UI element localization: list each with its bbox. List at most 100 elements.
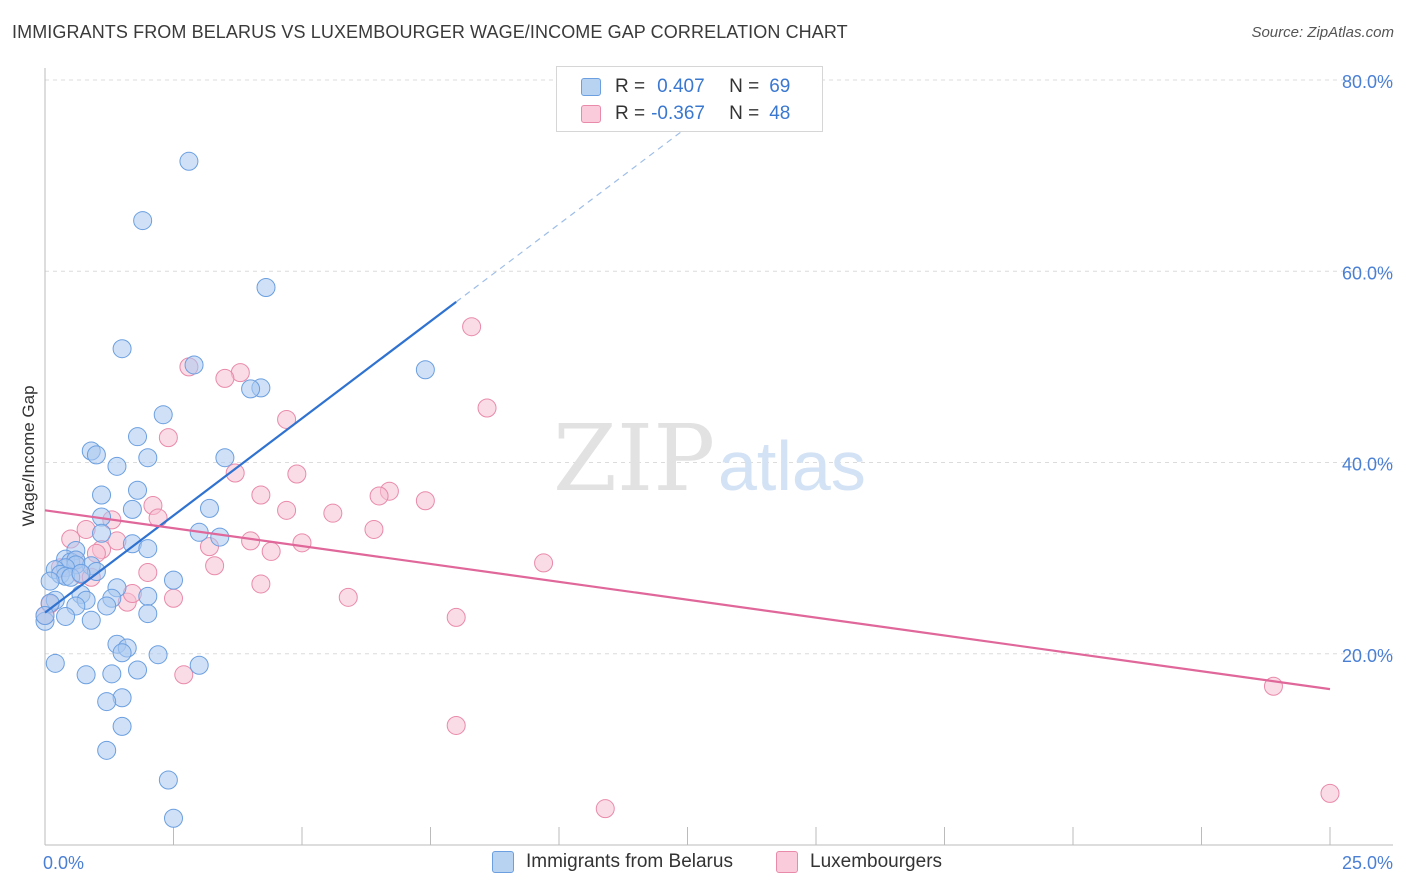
source-credit: Source: ZipAtlas.com (1251, 24, 1394, 41)
belarus-point (76, 665, 96, 685)
legend-label-belarus: Immigrants from Belarus (526, 851, 733, 872)
belarus-point (415, 360, 435, 380)
luxembourgers-point (277, 409, 297, 429)
luxembourgers-point (595, 799, 615, 819)
axes-layer: 20.0% 40.0% 60.0% 80.0% (44, 68, 1393, 846)
pink-swatch-icon (581, 105, 601, 123)
belarus-point (97, 596, 117, 616)
luxembourgers-point (225, 463, 245, 483)
belarus-point (179, 151, 199, 171)
belarus-point (153, 405, 173, 425)
belarus-point (81, 610, 101, 630)
belarus-point (164, 570, 183, 590)
luxembourgers-point (338, 587, 358, 607)
stats-row-luxembourgers: R = -0.367 N = 48 (557, 100, 790, 128)
belarus-trend-line (44, 300, 457, 614)
luxembourgers-trend-line (44, 509, 1331, 691)
belarus-trend-extension (455, 87, 740, 303)
luxembourgers-point (251, 574, 271, 594)
luxembourgers-point (277, 500, 297, 520)
belarus-point (40, 571, 60, 591)
belarus-point (138, 448, 158, 468)
belarus-point (199, 498, 219, 518)
belarus-point (128, 480, 148, 500)
blue-swatch-icon (492, 851, 514, 873)
belarus-point (148, 645, 168, 665)
luxembourgers-point (251, 485, 271, 505)
belarus-point (35, 606, 55, 625)
luxembourgers-point (446, 715, 466, 735)
r-value: 0.407 (657, 76, 705, 97)
belarus-point (164, 808, 183, 828)
belarus-point (138, 586, 158, 606)
luxembourgers-point (174, 665, 194, 685)
n-value: 69 (769, 76, 791, 97)
luxembourgers-point (462, 317, 482, 337)
legend-item-luxembourgers[interactable]: Luxembourgers (776, 851, 942, 873)
belarus-point (92, 485, 112, 505)
n-label: N = (729, 76, 760, 97)
luxembourgers-point (1320, 783, 1340, 803)
y-axis-label: Wage/Income Gap (19, 385, 38, 526)
luxembourgers-point (287, 464, 307, 484)
series-belarus-points (35, 151, 435, 828)
y-tick-label: 60.0% (1342, 263, 1393, 283)
n-value: 48 (769, 103, 791, 124)
luxembourgers-point (164, 588, 183, 608)
belarus-point (112, 716, 132, 736)
belarus-point (97, 740, 117, 760)
belarus-point (102, 664, 122, 684)
belarus-point (241, 379, 261, 399)
watermark: ZIP atlas (553, 405, 866, 512)
stats-row-belarus: R = 0.407 N = 69 (557, 73, 790, 101)
n-label: N = (729, 103, 760, 124)
pink-swatch-icon (776, 851, 798, 873)
r-label: R = (615, 76, 646, 97)
belarus-point (71, 563, 91, 583)
belarus-point (45, 653, 65, 673)
luxembourgers-point (205, 556, 225, 576)
watermark-zip: ZIP (553, 405, 715, 512)
belarus-point (184, 355, 204, 375)
luxembourgers-point (323, 503, 343, 523)
x-tick-label-max: 25.0% (1342, 853, 1393, 873)
belarus-point (256, 278, 276, 298)
belarus-point (97, 692, 117, 712)
belarus-point (158, 770, 178, 790)
luxembourgers-point (215, 368, 235, 388)
chart-title: IMMIGRANTS FROM BELARUS VS LUXEMBOURGER … (12, 22, 848, 42)
luxembourgers-point (415, 491, 435, 511)
belarus-point (56, 606, 76, 626)
luxembourgers-point (138, 562, 158, 582)
legend-item-belarus[interactable]: Immigrants from Belarus (492, 851, 733, 873)
luxembourgers-point (292, 533, 312, 553)
belarus-point (92, 523, 112, 543)
belarus-point (112, 339, 132, 359)
watermark-atlas: atlas (718, 427, 866, 505)
belarus-point (189, 655, 209, 675)
y-tick-label: 20.0% (1342, 646, 1393, 666)
belarus-point (138, 604, 158, 624)
blue-swatch-icon (581, 78, 601, 96)
luxembourgers-point (534, 553, 554, 573)
belarus-point (210, 527, 230, 547)
luxembourgers-point (241, 531, 261, 551)
belarus-point (215, 448, 235, 468)
luxembourgers-point (261, 541, 281, 561)
y-tick-label: 40.0% (1342, 455, 1393, 475)
luxembourgers-point (446, 607, 466, 627)
y-tick-label: 80.0% (1342, 72, 1393, 92)
r-label: R = (615, 103, 646, 124)
trend-lines (44, 87, 1331, 691)
belarus-point (86, 445, 106, 465)
belarus-point (133, 211, 153, 231)
belarus-point (112, 643, 132, 663)
belarus-point (138, 539, 158, 559)
legend-label-luxembourgers: Luxembourgers (810, 851, 943, 872)
series-luxembourgers-points (35, 317, 1340, 819)
luxembourgers-point (369, 486, 389, 506)
luxembourgers-point (477, 398, 497, 418)
belarus-point (122, 499, 142, 519)
luxembourgers-point (364, 519, 384, 539)
